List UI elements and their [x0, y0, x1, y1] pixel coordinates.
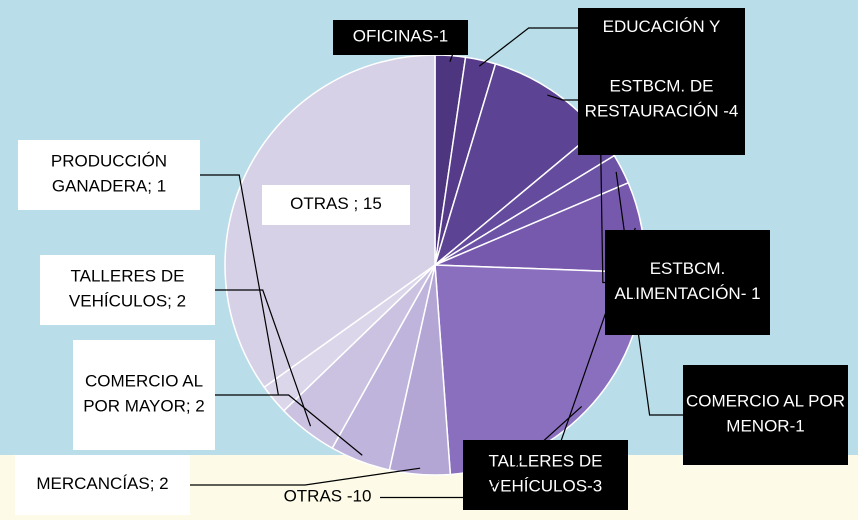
data-label: MERCANCÍAS; 2 [36, 474, 168, 493]
label-box [40, 255, 215, 325]
label-box [15, 455, 190, 515]
data-label: TALLERES DE VEHÍCULOS-3 [488, 452, 602, 496]
leader-line [215, 394, 363, 456]
label-box [333, 20, 468, 55]
data-label: TALLERES DE VEHÍCULOS; 2 [69, 267, 186, 311]
label-box [578, 8, 745, 48]
data-label: EDUCACIÓN Y [603, 17, 721, 36]
leader-line [190, 467, 421, 486]
label-box [578, 45, 745, 155]
label-box [683, 365, 848, 465]
data-label: COMERCIO AL POR MAYOR; 2 [83, 372, 205, 416]
label-box [605, 230, 770, 335]
leader-line [547, 94, 578, 101]
data-label: ESTBCM. DE RESTAURACIÓN -4 [585, 77, 739, 121]
leader-line [615, 171, 683, 416]
label-box [262, 185, 410, 225]
data-label: OFICINAS-1 [353, 27, 448, 46]
label-box [73, 340, 215, 450]
leader-line [200, 174, 280, 396]
leader-line [478, 27, 578, 67]
data-label: OTRAS ; 15 [290, 194, 382, 213]
leader-line [380, 405, 583, 499]
leader-line [600, 146, 605, 284]
data-label: ESTBCM. ALIMENTACIÓN- 1 [614, 259, 760, 303]
data-label: OTRAS -10 [284, 487, 372, 506]
data-label: COMERCIO AL POR MENOR-1 [686, 392, 845, 436]
data-label: PRODUCCIÓN GANADERA; 1 [51, 152, 167, 196]
label-box [18, 140, 200, 210]
leader-line [215, 289, 312, 427]
label-box [463, 440, 628, 510]
